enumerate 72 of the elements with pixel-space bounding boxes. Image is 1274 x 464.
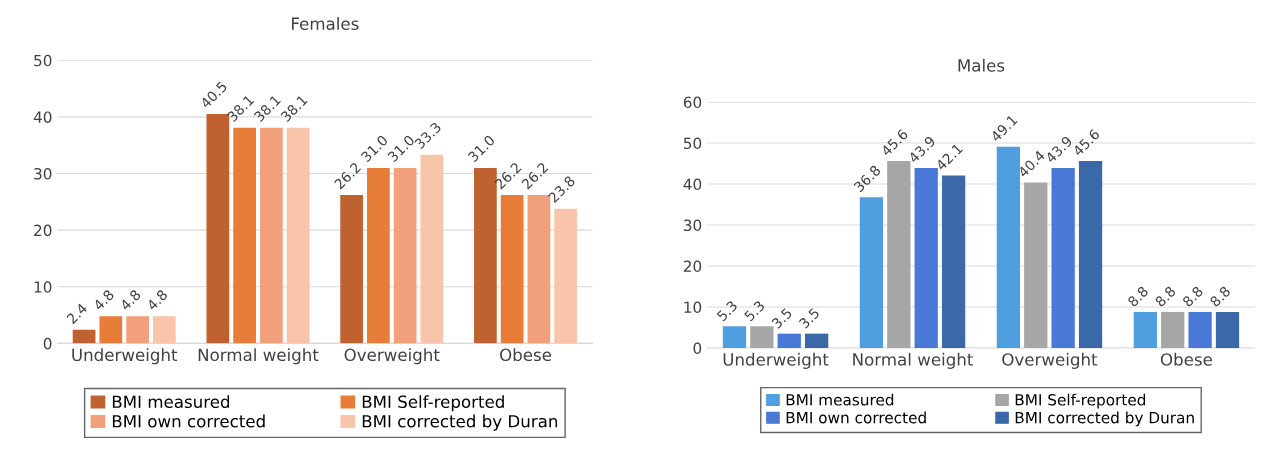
bar bbox=[367, 167, 390, 344]
x-tick-label: Underweight bbox=[72, 348, 178, 365]
legend-label: BMI corrected by Duran bbox=[362, 414, 558, 431]
legend-label: BMI Self-reported bbox=[1015, 393, 1146, 409]
x-tick-label: Overweight bbox=[1002, 352, 1098, 369]
bar bbox=[1024, 182, 1048, 348]
data-label: 8.8 bbox=[1181, 285, 1204, 308]
y-tick-label: 60 bbox=[683, 96, 702, 109]
data-label: 8.8 bbox=[1127, 285, 1149, 308]
legend-label: BMI own corrected bbox=[786, 411, 926, 424]
x-tick-label: Overweight bbox=[344, 348, 440, 365]
bar bbox=[99, 316, 123, 344]
bar bbox=[1051, 168, 1075, 348]
bar bbox=[722, 326, 747, 348]
data-label: 8.8 bbox=[1154, 285, 1177, 308]
y-tick-label: 20 bbox=[683, 260, 702, 273]
legend-label: BMI corrected by Duran bbox=[1015, 411, 1194, 427]
bar bbox=[859, 197, 884, 348]
bar bbox=[286, 127, 310, 344]
x-tick-label: Obese bbox=[1160, 352, 1212, 366]
legend-label: BMI own corrected bbox=[112, 414, 265, 428]
bar bbox=[1188, 311, 1212, 348]
data-label: 8.8 bbox=[1209, 285, 1231, 308]
data-label: 5.3 bbox=[743, 300, 766, 322]
bar bbox=[420, 154, 444, 344]
bar bbox=[126, 316, 149, 344]
y-tick-label: 50 bbox=[683, 137, 702, 150]
bar bbox=[1078, 161, 1103, 348]
bar bbox=[996, 146, 1021, 348]
data-label: 3.5 bbox=[798, 307, 820, 329]
data-label: 4.8 bbox=[119, 289, 142, 311]
data-label: 4.8 bbox=[146, 289, 169, 311]
data-label: 4.8 bbox=[92, 289, 115, 311]
y-tick-label: 30 bbox=[683, 219, 702, 232]
bar bbox=[259, 127, 283, 344]
bar bbox=[887, 161, 911, 348]
bar bbox=[1161, 311, 1185, 348]
legend-label: BMI Self-reported bbox=[362, 395, 504, 412]
bar bbox=[914, 168, 938, 348]
bar bbox=[393, 167, 417, 344]
y-tick-label: 20 bbox=[34, 224, 52, 237]
x-tick-label: Underweight bbox=[723, 352, 829, 369]
x-tick-label: Normal weight bbox=[853, 352, 973, 369]
bar bbox=[474, 167, 497, 344]
y-tick-label: 0 bbox=[43, 337, 52, 350]
bar bbox=[554, 208, 578, 344]
y-tick-label: 30 bbox=[34, 168, 52, 180]
bar bbox=[1215, 311, 1240, 348]
y-tick-label: 50 bbox=[34, 54, 52, 67]
y-tick-label: 10 bbox=[684, 301, 702, 314]
x-tick-label: Obese bbox=[500, 348, 552, 362]
chart-title: Males bbox=[958, 58, 1005, 72]
bar bbox=[340, 195, 363, 344]
y-tick-label: 40 bbox=[683, 178, 702, 191]
x-tick-label: Normal weight bbox=[198, 348, 319, 365]
bar bbox=[941, 175, 966, 348]
bar bbox=[1133, 311, 1157, 348]
bar bbox=[152, 316, 176, 344]
legend-label: BMI measured bbox=[786, 393, 894, 406]
data-label: 3.5 bbox=[771, 307, 793, 329]
bar bbox=[72, 329, 96, 344]
bar bbox=[804, 333, 829, 348]
y-tick-label: 10 bbox=[34, 281, 52, 293]
bar bbox=[777, 333, 801, 348]
data-label: 2.4 bbox=[66, 302, 88, 325]
legend-label: BMI measured bbox=[112, 395, 230, 409]
bar bbox=[500, 195, 524, 344]
y-tick-label: 40 bbox=[33, 111, 52, 123]
chart-title: Females bbox=[292, 17, 359, 30]
data-label: 5.3 bbox=[716, 300, 738, 322]
y-tick-label: 0 bbox=[693, 342, 702, 355]
bar bbox=[233, 127, 256, 344]
